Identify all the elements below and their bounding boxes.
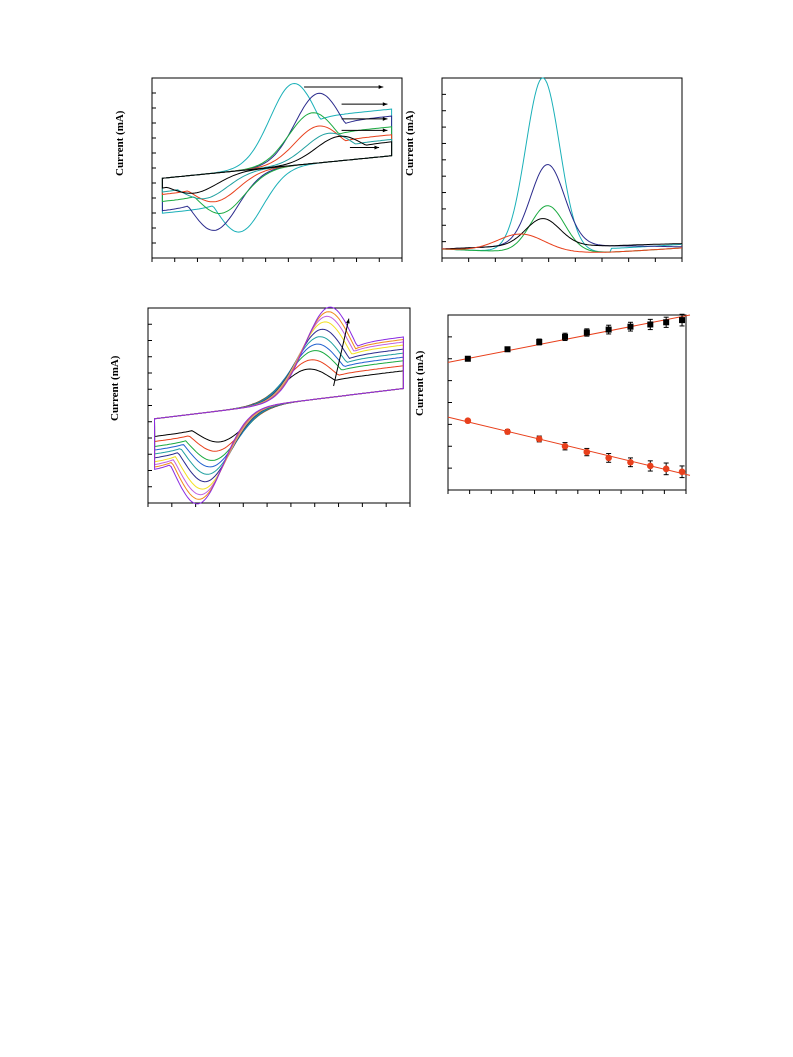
arrow-head [382,116,388,121]
data-point-square [627,323,634,330]
data-point-circle [464,417,472,425]
data-point-square [562,333,569,340]
arrow-head [382,128,388,133]
trend-arrow [333,318,350,387]
dpv-curve [441,164,683,250]
dpv-curve [441,205,683,253]
chart-linear-bottom-right: Current (mA) [400,300,700,520]
dpv-curve [441,233,683,253]
data-point-square [536,338,543,345]
data-point-square [679,317,686,324]
fit-line [447,416,691,476]
chart-dpv-top-right: Current (mA) [400,70,690,270]
data-point-circle [561,442,569,450]
data-point-circle [583,448,591,456]
cv-plot [151,77,403,262]
data-point-circle [535,435,543,443]
cv-plot [147,306,411,507]
dpv-plot [441,77,683,262]
cv-curve [153,350,404,461]
data-point-circle [627,458,634,466]
data-point-circle [504,428,511,435]
dpv-curve [441,218,683,250]
arrow-head [374,145,380,150]
plot-frame [441,77,683,259]
data-point-square [605,326,612,333]
cv-curve [161,135,393,194]
scatter-plot [447,313,691,494]
arrow-head [378,85,384,89]
data-point-circle [678,468,686,476]
data-point-square [583,329,590,336]
data-point-square [504,346,511,353]
fit-line [447,314,691,363]
cv-curve [161,82,393,233]
data-point-square [647,321,654,328]
arrow-head [345,318,350,324]
chart-cv-bottom-left: Current (mA) [100,300,420,530]
data-point-circle [662,465,670,473]
chart-cv-top-left: Current (mA) [110,70,410,270]
data-point-circle [605,454,612,462]
arrow-head [382,102,388,107]
data-point-circle [647,462,654,470]
cv-curve [161,92,393,231]
dpv-curve [441,77,683,253]
cv-curve [161,125,393,203]
data-point-square [663,319,670,326]
data-point-square [464,355,471,362]
cv-curve [153,306,404,505]
